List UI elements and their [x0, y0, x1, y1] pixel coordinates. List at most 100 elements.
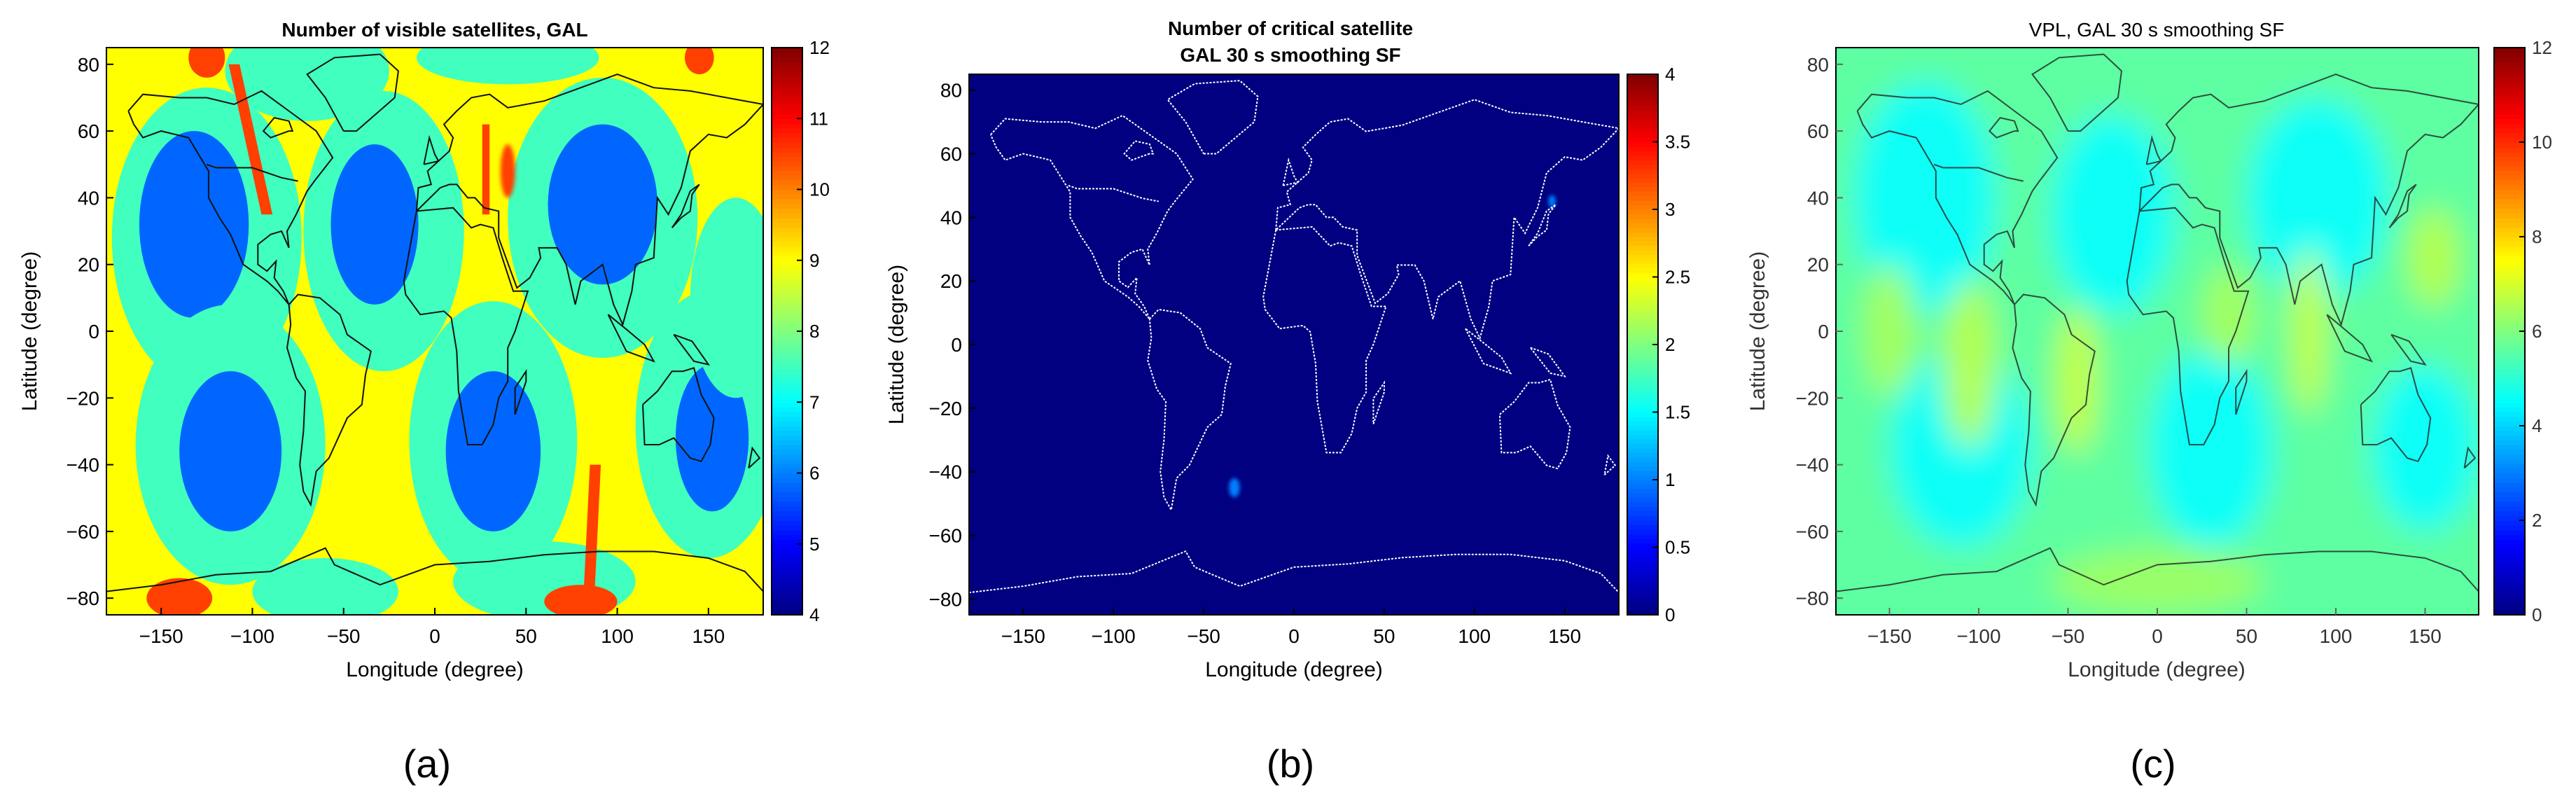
colorbar-segment	[772, 416, 802, 422]
y-tick-label: −40	[67, 454, 100, 476]
colorbar-segment	[1627, 588, 1658, 593]
colorbar-segment	[772, 388, 802, 394]
x-tick-label: 50	[2236, 625, 2257, 647]
colorbar-segment	[1627, 223, 1658, 228]
colorbar-segment	[772, 543, 802, 550]
colorbar-segment	[772, 237, 802, 242]
colorbar-segment	[772, 222, 802, 228]
colorbar-segment	[1627, 551, 1658, 557]
colorbar-segment	[2494, 95, 2525, 100]
colorbar-segment	[2494, 260, 2525, 266]
colorbar-segment	[1627, 277, 1658, 282]
colorbar-segment	[772, 132, 802, 138]
panel-b-subtitle: GAL 30 s smoothing SF	[1180, 44, 1400, 66]
y-tick-label: 20	[940, 270, 962, 292]
colorbar-segment	[2494, 558, 2525, 564]
colorbar-segment	[772, 430, 802, 436]
colorbar-segment	[772, 146, 802, 153]
panel-a-xlabel: Longitude (degree)	[346, 658, 524, 681]
colorbar-segment	[772, 515, 802, 521]
colorbar-segment	[1627, 249, 1658, 255]
x-tick-label: 150	[1548, 625, 1581, 647]
panel-b-plot	[968, 74, 1620, 616]
colorbar-segment	[2494, 388, 2525, 394]
colorbar-segment	[1627, 447, 1658, 453]
colorbar-segment	[1627, 376, 1658, 382]
x-tick-label: −100	[1092, 625, 1136, 647]
colorbar-segment	[1627, 578, 1658, 584]
colorbar-segment	[2494, 600, 2525, 606]
x-tick-label: 100	[1458, 625, 1491, 647]
colorbar-segment	[2494, 241, 2525, 247]
colorbar-segment	[1627, 345, 1658, 350]
colorbar-segment	[2494, 331, 2525, 337]
colorbar-tick-label: 6	[2532, 321, 2542, 342]
panel-c-x-ticks: −150 −100 −50 0 50 100 150	[1867, 608, 2442, 647]
colorbar-segment	[2494, 350, 2525, 356]
colorbar-segment	[2494, 67, 2525, 72]
colorbar-segment	[772, 464, 802, 469]
y-tick-label: 0	[88, 321, 99, 342]
colorbar-segment	[2494, 411, 2525, 417]
colorbar-segment	[2494, 373, 2525, 380]
y-tick-label: −40	[1796, 454, 1830, 476]
colorbar-segment	[1627, 380, 1658, 386]
colorbar-segment	[772, 256, 802, 261]
colorbar-segment	[1627, 556, 1658, 562]
colorbar-segment	[772, 364, 802, 370]
x-tick-label: 0	[2152, 625, 2163, 647]
colorbar-segment	[2494, 581, 2525, 588]
colorbar-segment	[1627, 177, 1658, 183]
colorbar-segment	[772, 232, 802, 237]
colorbar-segment	[2494, 445, 2525, 450]
colorbar-segment	[2494, 52, 2525, 58]
colorbar-segment	[2494, 57, 2525, 62]
colorbar-segment	[772, 331, 802, 337]
colorbar-segment	[772, 275, 802, 280]
heatmap-region	[188, 48, 225, 78]
panel-a-ylabel: Latitude (degree)	[18, 251, 41, 412]
colorbar-segment	[772, 189, 802, 195]
colorbar-segment	[772, 99, 802, 105]
colorbar-segment	[1627, 461, 1658, 467]
colorbar-tick-label: 4	[1665, 64, 1675, 85]
colorbar-segment	[1627, 583, 1658, 588]
colorbar-segment	[2494, 307, 2525, 313]
colorbar-segment	[772, 567, 802, 573]
colorbar-segment	[2494, 109, 2525, 115]
colorbar-segment	[1627, 425, 1658, 431]
colorbar-segment	[2494, 496, 2525, 502]
colorbar-segment	[772, 260, 802, 266]
colorbar-segment	[772, 113, 802, 119]
colorbar-segment	[1627, 83, 1658, 88]
colorbar-segment	[2494, 482, 2525, 488]
colorbar-segment	[1627, 466, 1658, 471]
colorbar-tick-label: 0.5	[1665, 537, 1690, 558]
heatmap-region	[1943, 281, 1997, 448]
colorbar-segment	[772, 553, 802, 559]
colorbar-segment	[1627, 367, 1658, 373]
colorbar-segment	[2494, 421, 2525, 426]
x-tick-label: 50	[515, 625, 537, 647]
colorbar-segment	[1627, 601, 1658, 606]
colorbar-segment	[1627, 173, 1658, 179]
colorbar-segment	[2494, 548, 2525, 554]
colorbar-segment	[772, 298, 802, 304]
colorbar-segment	[772, 581, 802, 588]
panel-b-heatmap	[969, 74, 1619, 615]
colorbar-segment	[1627, 484, 1658, 489]
colorbar-segment	[772, 137, 802, 143]
colorbar-tick-label: 3.5	[1665, 132, 1690, 153]
colorbar-segment	[772, 199, 802, 204]
colorbar-segment	[2494, 165, 2525, 172]
colorbar-segment	[772, 605, 802, 611]
colorbar-segment	[2494, 118, 2525, 124]
colorbar-segment	[772, 246, 802, 251]
colorbar-segment	[2494, 473, 2525, 478]
colorbar-tick-label: 1	[1665, 469, 1675, 490]
heatmap-region	[684, 48, 714, 75]
colorbar-segment	[1627, 471, 1658, 476]
y-tick-label: −80	[1796, 588, 1830, 609]
colorbar-segment	[1627, 245, 1658, 251]
colorbar-segment	[2494, 520, 2525, 526]
